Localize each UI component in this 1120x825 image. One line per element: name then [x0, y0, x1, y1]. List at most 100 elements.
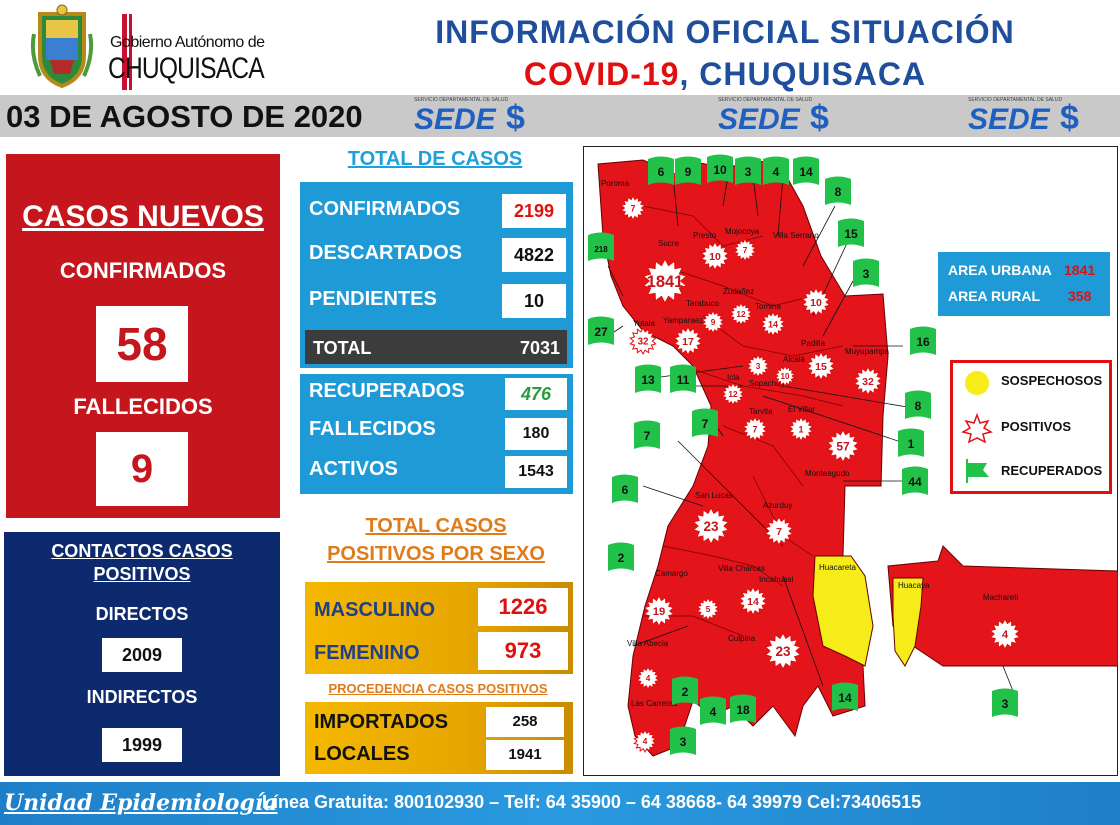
recovered-marker: 1 [898, 428, 924, 457]
total-value: 7031 [519, 338, 560, 358]
recovered-flag-icon [902, 466, 928, 495]
recovered-count: 18 [736, 703, 750, 717]
map-label-huacareta: Huacareta [819, 563, 856, 572]
recovered-marker: 3 [670, 726, 696, 755]
sedes-subtitle: SERVICIO DEPARTAMENTAL DE SALUD [968, 97, 1063, 103]
positive-star-icon [673, 325, 703, 357]
positive-star-icon [729, 301, 753, 327]
new-confirmed-label: CONFIRMADOS [59, 258, 227, 283]
positive-marker: 14 [760, 310, 786, 338]
positive-count: 57 [836, 439, 850, 453]
map-label-zudanez: Zudañez [723, 287, 754, 296]
discarded-label: DESCARTADOS [309, 242, 462, 264]
chuquisaca-crest-icon [30, 4, 94, 89]
footer-unit: Unidad Epidemiología [4, 790, 278, 816]
positive-count: 23 [703, 519, 719, 534]
map-label-tomina: Tomina [755, 302, 781, 311]
positive-count: 12 [728, 390, 738, 399]
map-label-poroma: Poroma [601, 179, 630, 188]
recovered-count: 8 [915, 399, 922, 413]
new-confirmed-value: 58 [96, 306, 188, 382]
sex-title: TOTAL CASOS POSITIVOS POR SEXO [296, 512, 576, 568]
recovered-marker: 27 [588, 316, 614, 345]
recovered-count: 11 [677, 373, 690, 387]
map-label-sucre: Sucre [658, 239, 679, 248]
origin-title: PROCEDENCIA CASOS POSITIVOS [328, 681, 548, 696]
map-label-yotala: Yotala [633, 319, 656, 328]
east-region-shape [887, 545, 1118, 667]
positive-star-icon [620, 194, 646, 222]
positive-star-icon [746, 353, 770, 379]
map-label-padilla: Padilla [801, 339, 826, 348]
positive-marker: 10 [774, 364, 796, 388]
recovered-count: 4 [773, 165, 780, 179]
positive-count: 10 [709, 251, 721, 263]
recovered-marker: 15 [838, 218, 864, 247]
recovered-flag-icon [700, 696, 726, 725]
positive-star-icon [989, 617, 1021, 651]
sedes-subtitle: SERVICIO DEPARTAMENTAL DE SALUD [414, 97, 509, 103]
positive-marker: 14 [738, 585, 768, 617]
recovered-marker: 2 [608, 542, 634, 571]
female-label: FEMENINO [314, 642, 420, 664]
map-label-villa-serrano: Villa Serrano [773, 231, 819, 240]
positive-marker: 23 [692, 506, 730, 546]
sedes-caduceus-icon: $ [506, 99, 525, 137]
recovered-marker: 8 [825, 176, 851, 205]
recovered-flag-icon [634, 420, 660, 449]
recovered-flag-icon [967, 463, 989, 477]
positive-count: 5 [706, 605, 711, 614]
positive-star-icon [853, 365, 883, 397]
positive-count: 1841 [647, 273, 684, 291]
recovered-marker: 13 [635, 364, 661, 393]
positive-marker: 19 [643, 594, 675, 628]
footer-bar [0, 782, 1120, 825]
sedes-subtitle: SERVICIO DEPARTAMENTAL DE SALUD [718, 97, 813, 103]
new-cases-panel: CASOS NUEVOS CONFIRMADOS 58 FALLECIDOS 9 [6, 154, 280, 518]
legend-icons [961, 371, 993, 483]
sedes-word: SEDE [718, 103, 800, 136]
legend-recovered: RECUPERADOS [1001, 463, 1103, 478]
recovered-flag-icon [825, 176, 851, 205]
map-label-mojocoya: Mojocoya [725, 227, 760, 236]
new-cases-title: CASOS NUEVOS [22, 200, 264, 233]
recovered-count: 6 [658, 165, 665, 179]
recovered-flag-icon [588, 232, 614, 261]
recovered-flag-icon [735, 156, 761, 185]
map-legend: SOSPECHOSOS POSITIVOS RECUPERADOS [950, 360, 1112, 494]
map-label-camargo: Camargo [655, 569, 688, 578]
direct-contacts-value: 2009 [102, 638, 182, 672]
positive-marker: 23 [764, 631, 802, 671]
positive-count: 9 [711, 318, 716, 327]
recovered-marker: 3 [735, 156, 761, 185]
recovered-flag-icon [672, 676, 698, 705]
positive-marker: 10 [801, 286, 831, 318]
urban-value: 1841 [1064, 262, 1096, 278]
positive-star-icon [826, 428, 860, 464]
recovered-flag-icon [832, 682, 858, 711]
positive-marker: 32 [853, 365, 883, 397]
direct-contacts-label: DIRECTOS [95, 604, 189, 624]
recovered-marker: 3 [853, 258, 879, 287]
map-label-san-lucas: San Lucas [695, 491, 733, 500]
contacts-title-line1: CONTACTOS CASOS [51, 541, 233, 561]
map-label-muyupampa: Muyupampa [845, 347, 890, 356]
positive-count: 7 [752, 424, 757, 434]
positive-star-icon [760, 310, 786, 338]
positive-count: 17 [682, 336, 694, 348]
map-label-el-villar: El Villar [788, 405, 815, 414]
positive-count: 4 [643, 737, 648, 746]
recovered-flag-icon [853, 258, 879, 287]
recovered-marker: 218 [588, 232, 614, 261]
recovered-marker: 7 [692, 408, 718, 437]
contacts-title-line2: POSITIVOS [93, 564, 191, 584]
recovered-flag-icon [905, 390, 931, 419]
positive-count: 10 [781, 372, 790, 381]
total-bar [305, 330, 567, 364]
recovered-flag-icon [670, 726, 696, 755]
recovered-count: 3 [1002, 697, 1009, 711]
recovered-marker: 11 [670, 364, 696, 393]
recovered-flag-icon [763, 156, 789, 185]
